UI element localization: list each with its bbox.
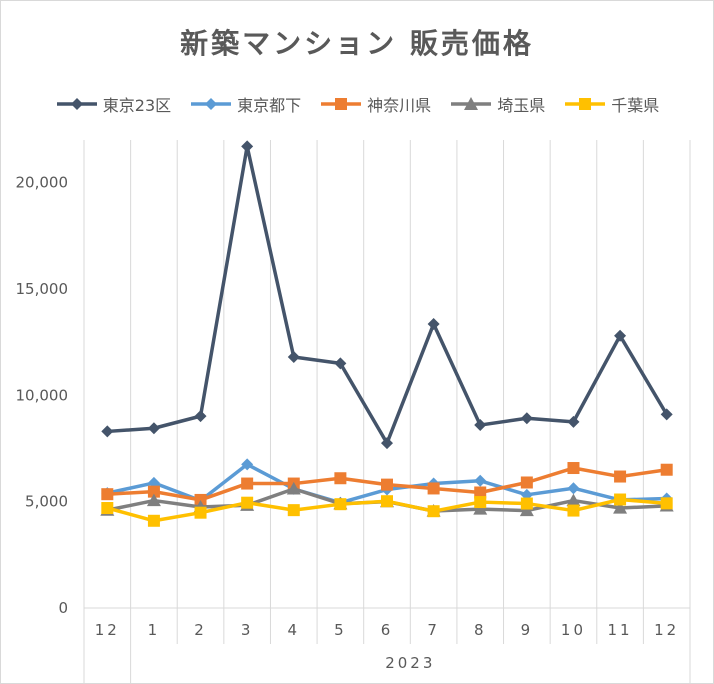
x-group-label: 2023	[385, 654, 435, 672]
x-tick-label: 2	[194, 621, 207, 639]
x-tick-label: 4	[287, 621, 300, 639]
data-point	[194, 493, 207, 506]
data-point	[101, 502, 114, 515]
x-tick-label: 7	[427, 621, 440, 639]
data-point	[613, 501, 628, 514]
legend-label: 東京23区	[102, 96, 172, 115]
series-line-0	[107, 144, 669, 445]
x-tick-label: 8	[474, 621, 487, 639]
data-point	[286, 481, 301, 495]
data-point	[474, 474, 487, 487]
data-point	[474, 496, 487, 509]
data-point	[660, 463, 673, 476]
data-point	[381, 495, 393, 508]
data-point	[519, 503, 534, 517]
x-tick-label: 10	[561, 621, 586, 639]
data-point	[334, 357, 347, 370]
data-point	[194, 506, 207, 519]
data-point	[146, 493, 161, 507]
legend-swatch	[191, 98, 232, 110]
y-tick-label: 5,000	[25, 493, 68, 511]
x-tick-label: 12	[654, 621, 679, 639]
legend-label: 東京都下	[237, 96, 302, 115]
legend: 東京23区 東京都下 神奈川県 埼玉県 千葉県	[0, 92, 714, 116]
data-point	[334, 472, 347, 485]
legend-item: 東京都下	[189, 92, 301, 116]
data-point	[660, 408, 673, 421]
x-tick-label: 5	[334, 621, 347, 639]
x-tick-label: 9	[521, 621, 534, 639]
x-tick-label: 12	[95, 621, 120, 639]
data-point	[614, 329, 627, 342]
legend-label: 千葉県	[611, 96, 660, 115]
legend-item: 埼玉県	[449, 92, 545, 116]
legend-swatch	[565, 98, 606, 110]
data-point	[241, 477, 254, 490]
legend-label: 埼玉県	[497, 96, 546, 115]
data-point	[520, 476, 533, 489]
data-point	[427, 482, 440, 495]
data-point	[101, 488, 114, 501]
data-point	[566, 493, 581, 507]
data-point	[567, 504, 580, 517]
chart-title: 新築マンション 販売価格	[180, 27, 534, 60]
data-point	[660, 497, 673, 510]
legend-swatch	[321, 98, 362, 110]
data-point	[614, 470, 627, 483]
legend-swatch	[451, 97, 492, 110]
x-tick-label: 3	[241, 621, 254, 639]
x-tick-label: 6	[381, 621, 394, 639]
data-point	[614, 493, 627, 506]
y-tick-label: 15,000	[16, 280, 69, 298]
data-point	[334, 498, 347, 511]
data-point	[241, 496, 254, 509]
legend-item: 千葉県	[563, 92, 659, 116]
data-point	[567, 415, 580, 428]
data-point	[567, 462, 580, 475]
data-point	[567, 482, 580, 495]
data-point	[473, 502, 488, 515]
x-tick-label: 1	[148, 621, 161, 639]
y-tick-label: 20,000	[16, 174, 69, 192]
data-point	[287, 504, 300, 517]
legend-item: 東京23区	[55, 92, 171, 116]
data-point	[147, 514, 160, 527]
data-point	[101, 425, 114, 438]
data-point	[287, 350, 300, 363]
data-point	[147, 485, 160, 498]
data-point	[194, 410, 207, 423]
data-point	[381, 437, 393, 450]
data-point	[427, 318, 440, 331]
data-point	[474, 486, 487, 499]
y-tick-label: 0	[58, 599, 68, 617]
data-point	[474, 419, 487, 432]
data-point	[147, 422, 160, 435]
x-tick-label: 11	[608, 621, 633, 639]
data-point	[427, 505, 440, 518]
y-tick-label: 10,000	[16, 386, 69, 404]
data-point	[381, 478, 393, 491]
data-point	[520, 497, 533, 510]
data-point	[241, 458, 254, 471]
data-point	[241, 140, 254, 153]
legend-item: 神奈川県	[319, 92, 431, 116]
legend-swatch	[56, 98, 97, 110]
data-point	[520, 412, 533, 425]
legend-label: 神奈川県	[367, 96, 432, 115]
